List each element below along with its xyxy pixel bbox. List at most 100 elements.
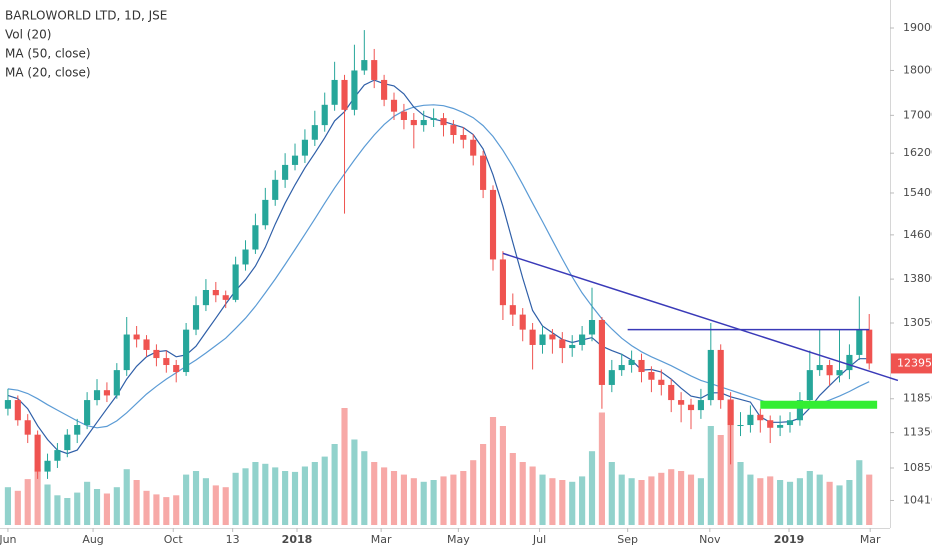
candle-body [648,372,655,380]
volume-bar [786,481,794,525]
candle-body [539,334,546,345]
legend: BARLOWORLD LTD, 1D, JSE Vol (20) MA (50,… [5,9,167,80]
legend-entry: MA (20, close) [5,66,91,80]
candle-body [579,334,586,345]
volume-bar [480,444,487,525]
volume-bar [341,408,348,525]
moving-average [7,104,870,429]
volume-bar [450,474,457,525]
candle-body [747,414,754,426]
y-tick-label: 10410 [903,493,932,506]
candle-body [658,379,665,385]
volume-bar [658,472,665,525]
volume-bar [74,492,81,525]
x-tick-label: Nov [699,533,721,546]
candle-body [410,119,417,126]
volume-bar [24,479,31,525]
volume-bar [846,480,853,525]
candle-body [549,334,556,340]
volume-bar [202,478,209,525]
candle-body [163,358,170,366]
candle-body [331,79,338,105]
x-tick-label: Sep [617,533,638,546]
volume-bar [420,481,427,525]
volume-bar [173,495,180,525]
last-price-label: 12395 [897,356,932,369]
volume-bar [84,481,91,525]
candle-body [608,370,615,385]
candle-body [64,434,71,451]
candle-body [777,425,784,428]
volume-bar [143,490,150,525]
volume-bar [163,497,170,525]
volume-bar [737,462,744,525]
volume-bar [410,478,417,525]
candle-body [806,370,813,401]
candle-body [4,400,11,409]
volume-bar [757,478,764,525]
x-tick-label: Aug [82,533,103,546]
volume-bar [529,466,536,525]
y-tick-label: 19000 [903,21,932,34]
volume-bar [648,476,655,525]
candle-body [14,400,21,421]
volume-bar [598,412,605,525]
volume-bar [559,480,566,525]
candle-body [489,189,497,260]
candle-body [311,125,318,140]
y-tick-label: 18000 [903,63,932,76]
candle-layer [4,30,873,479]
candle-body [420,119,427,126]
volume-bar [4,487,11,525]
volume-bar [232,472,239,525]
candle-body [321,104,328,126]
y-tick-label: 10850 [903,461,932,474]
volume-bar [242,468,249,525]
candle-body [133,334,140,340]
candle-body [183,329,190,373]
candle-body [588,319,596,335]
volume-bar [14,490,21,525]
volume-bar [588,451,596,525]
candle-body [470,139,477,156]
candle-body [74,425,81,435]
volume-layer [4,399,873,525]
candle-body [192,305,200,330]
volume-bar [519,462,526,525]
candle-body [836,370,843,376]
candle-body [737,425,744,427]
volume-bar [390,471,398,525]
candle-body [638,359,645,373]
x-tick-label: 13 [226,533,240,546]
candle-body [826,365,833,376]
volume-bar [103,493,110,525]
volume-bar [866,474,873,525]
candle-body [846,354,853,371]
y-tick-label: 16200 [903,146,932,159]
volume-bar [747,474,754,525]
candle-body [509,305,516,315]
candle-body [103,390,110,396]
volume-bar [212,485,219,525]
candle-body [381,79,388,100]
candle-body [717,349,724,401]
x-tick-label: 2018 [282,533,313,546]
drawing-layer [502,252,899,409]
volume-bar [34,469,41,525]
volume-bar [440,476,447,525]
candle-body [272,179,279,200]
candle-body [569,344,576,349]
x-tick-label: Jul [532,533,546,546]
last-price-box [891,353,932,374]
candle-body [707,349,714,401]
volume-bar [836,485,843,525]
y-tick-label: 13050 [903,316,932,329]
candle-body [173,365,180,373]
x-tick-label: Jun [0,533,17,546]
volume-bar [628,478,635,525]
candle-body [93,390,101,401]
volume-bar [816,474,823,525]
candle-body [697,400,704,411]
volume-bar [192,471,200,525]
